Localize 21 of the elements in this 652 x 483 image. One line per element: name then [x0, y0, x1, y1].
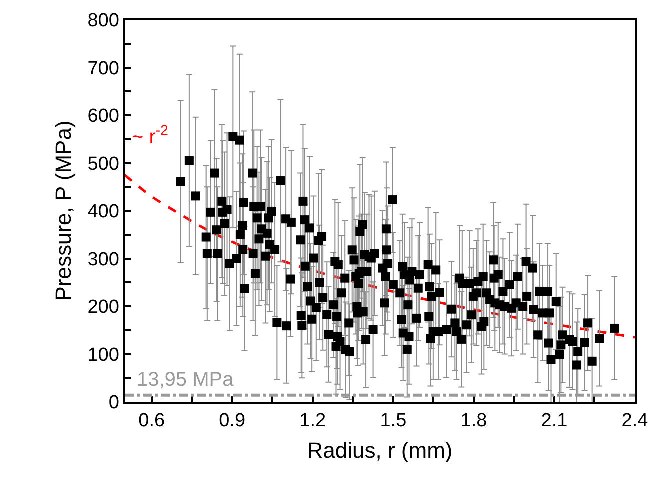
y-tick-label: 700	[88, 58, 120, 80]
y-tick-label: 100	[88, 344, 120, 366]
x-tick-label: 1.2	[300, 410, 326, 432]
x-tick-label: 1.5	[380, 410, 407, 432]
x-tick-label: 0.6	[138, 410, 166, 432]
x-tick-label: 1.8	[460, 410, 488, 432]
line-series	[125, 174, 635, 339]
x-tick-label: 2.4	[622, 410, 649, 432]
y-tick-label: 500	[88, 154, 120, 175]
ref-line-label: 13,95 MPa	[137, 369, 235, 391]
y-tick-label: 200	[88, 297, 120, 318]
x-tick-label: 0.9	[219, 410, 246, 432]
y-tick-label: 600	[88, 106, 120, 128]
y-tick-label: 0	[108, 392, 120, 414]
y-tick-label: 800	[88, 10, 120, 32]
y-tick-label: 400	[88, 202, 120, 223]
y-tick-label: 300	[88, 249, 120, 270]
x-tick-label: 2.1	[541, 410, 568, 432]
x-axis-title: Radius, r (mm)	[307, 438, 453, 463]
y-axis-title: Pressure, P (MPa)	[51, 120, 76, 302]
annotation: ~ r$^{-2}$	[132, 122, 169, 148]
